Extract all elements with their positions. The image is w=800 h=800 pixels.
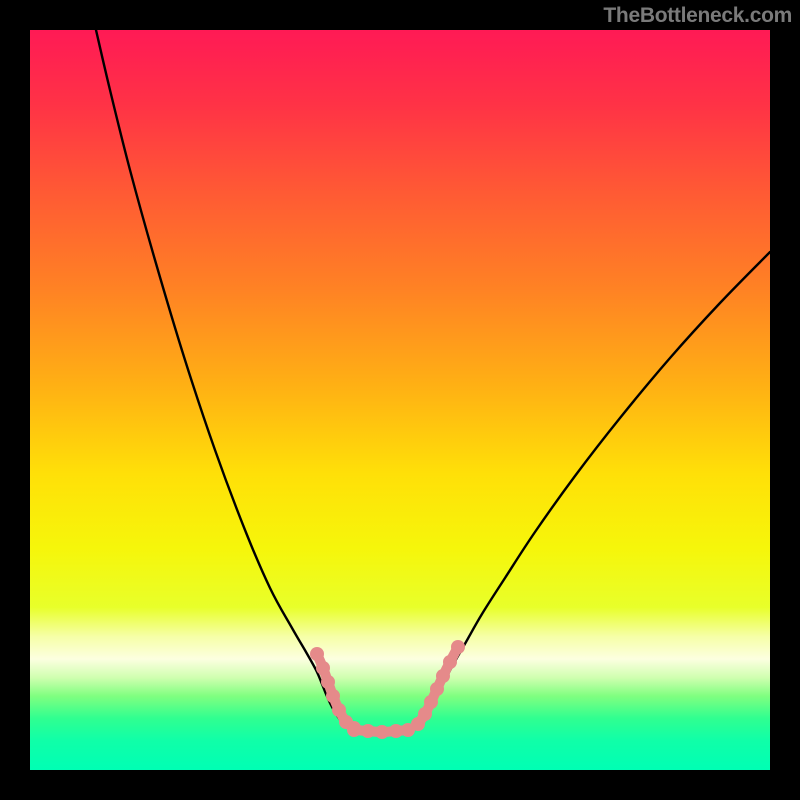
figure: TheBottleneck.com xyxy=(0,0,800,800)
highlight-segment xyxy=(310,647,361,735)
highlight-segment xyxy=(411,640,465,731)
bottleneck-curve xyxy=(96,30,770,731)
watermark-text: TheBottleneck.com xyxy=(603,4,792,28)
highlight-segment xyxy=(347,723,415,739)
bottleneck-curve-chart xyxy=(30,30,770,770)
plot-area xyxy=(30,30,770,770)
